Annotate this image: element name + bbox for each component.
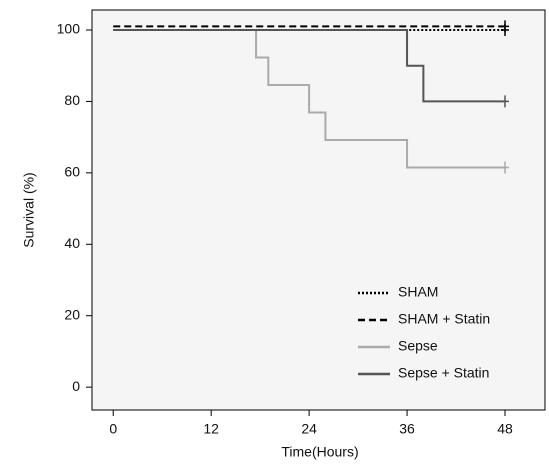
censor-mark: [501, 20, 510, 33]
plot-area: [91, 9, 546, 411]
y-axis-label: Survival (%): [21, 172, 37, 247]
y-tick-label: 20: [64, 306, 80, 322]
censor-mark: [501, 95, 510, 108]
x-tick-label: 12: [203, 421, 219, 437]
legend-label: Sepse + Statin: [398, 365, 489, 381]
y-tick-label: 60: [64, 164, 80, 180]
survival-line: [113, 29, 506, 103]
legend-label: SHAM + Statin: [398, 311, 490, 327]
x-tick-label: 0: [109, 421, 117, 437]
x-tick-label: 48: [497, 421, 513, 437]
x-tick-label: 24: [301, 421, 317, 437]
legend-label: SHAM: [398, 284, 438, 300]
legend-label: Sepse: [398, 338, 438, 354]
y-tick-label: 100: [57, 21, 81, 37]
censor-mark: [501, 161, 510, 174]
x-axis-label: Time(Hours): [281, 444, 358, 460]
y-tick-label: 0: [72, 378, 80, 394]
x-tick-label: 36: [399, 421, 415, 437]
y-tick-label: 40: [64, 235, 80, 251]
survival-line: [113, 29, 506, 169]
y-tick-label: 80: [64, 92, 80, 108]
